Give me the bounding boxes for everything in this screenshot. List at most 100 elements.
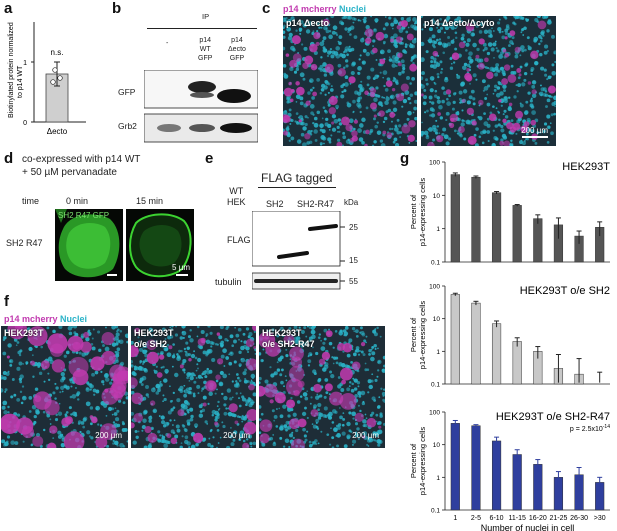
panel-f-scale-label-1: 200 µm <box>95 431 122 440</box>
panel-e-col-sh2-r47: SH2-R47 <box>297 199 335 209</box>
panel-f-title: p14 mcherry Nuclei <box>4 314 88 324</box>
g-xtick: 26-30 <box>570 515 588 522</box>
panel-b-lane2: p14 WT GFP <box>198 37 213 62</box>
g-xtick: 6-10 <box>490 515 504 522</box>
g-ytick: 0.1 <box>431 382 440 389</box>
panel-e-kda: kDa <box>344 198 359 207</box>
panel-a-annotation: n.s. <box>51 48 64 57</box>
panel-a-ytick-0: 0 <box>23 120 27 127</box>
panel-d-t0: 0 min <box>66 196 89 206</box>
panel-a-ylabel-2: to p14 WT <box>17 65 24 98</box>
g-ytick: 0.1 <box>431 260 440 267</box>
panel-label-g: g <box>400 150 410 167</box>
panel-b-ip: IP <box>202 12 210 21</box>
panel-label-c: c <box>262 0 271 17</box>
blot-band <box>220 123 252 133</box>
micrograph <box>283 16 417 146</box>
g-annotation: p = 2.5x10-14 <box>570 424 610 433</box>
panel-label-b: b <box>112 0 122 17</box>
g-xtick: 11-15 <box>508 515 525 522</box>
g-ytick: 10 <box>433 442 441 449</box>
micrograph <box>55 209 120 278</box>
g-ytick: 100 <box>429 160 440 167</box>
panel-c-image-left: p14 Δecto <box>283 16 417 146</box>
panel-e-mw-25: 25 <box>349 223 358 232</box>
panel-e-mw-55: 55 <box>349 277 358 286</box>
panel-d-inner-label: SH2 R47 GFP <box>58 211 110 220</box>
panel-d-image-0min: SH2 R47 GFP <box>55 209 123 281</box>
panel-label-a: a <box>4 0 13 17</box>
panel-c-image-right: p14 Δecto/Δcyto 200 µm <box>421 16 556 146</box>
g-xtick: 21-25 <box>549 515 567 522</box>
g-bar <box>491 323 502 385</box>
panel-e-flag-tagged: FLAG tagged <box>261 171 333 185</box>
panel-d-t15: 15 min <box>136 196 164 206</box>
g-bar <box>512 205 522 263</box>
g-ytick: 1 <box>436 226 440 233</box>
panel-b-lane1: - <box>166 40 169 47</box>
panel-e-bracket <box>258 187 336 188</box>
panel-a-ytick-1: 1 <box>23 60 27 67</box>
panel-b-row-gfp: GFP <box>118 87 136 97</box>
g-xtick: 2-5 <box>471 515 481 522</box>
panel-e-blot <box>252 211 345 290</box>
g-bar <box>471 176 481 263</box>
panel-a-point <box>57 75 63 81</box>
micrograph <box>129 213 192 278</box>
panel-g-charts: 0.1 1 10 100 HEK293T Percent ofp14-expressing… <box>409 160 610 531</box>
panel-e-mw-15: 15 <box>349 256 358 265</box>
panel-b-blot <box>144 70 258 143</box>
micrograph <box>421 16 556 146</box>
micrograph <box>259 326 385 448</box>
g-bar <box>450 423 460 511</box>
panel-b: IP - p14 WT GFP p14 Δecto GFP GFP Grb2 <box>112 0 262 150</box>
panel-c-label-left: p14 Δecto <box>286 18 329 28</box>
g-bar <box>450 174 460 263</box>
g-chart-title: HEK293T o/e SH2 <box>520 285 610 297</box>
g-xtick: 1 <box>453 515 457 522</box>
micrograph <box>1 326 128 448</box>
blot-band <box>277 251 309 259</box>
panel-label-d: d <box>4 150 14 167</box>
panel-a-point <box>52 67 58 73</box>
panel-d-image-15min: 5 µm <box>126 209 194 281</box>
panel-d-title: co-expressed with p14 WT + 50 µM pervanad… <box>22 154 141 178</box>
g-ytick: 100 <box>429 410 440 417</box>
panel-c-title: p14 mcherry Nuclei <box>283 4 367 14</box>
panel-c-scale-label: 200 µm <box>521 126 548 135</box>
g-chart-title: HEK293T <box>562 161 610 173</box>
g-ylabel: Percent ofp14-expressing cells <box>409 427 427 496</box>
micrograph <box>131 326 256 448</box>
g-bar <box>533 218 543 263</box>
panel-c-label-right: p14 Δecto/Δcyto <box>424 18 495 28</box>
panel-d-row: SH2 R47 <box>6 238 43 248</box>
g-xlabel: Number of nuclei in cell <box>481 523 575 531</box>
g-ytick: 10 <box>433 193 441 200</box>
panel-f-scale-label-3: 200 µm <box>352 431 379 440</box>
panel-f-image-1: HEK293T 200 µm <box>1 326 128 448</box>
panel-f-label-1: HEK293T <box>4 328 44 338</box>
blot-band <box>157 124 181 132</box>
panel-d-scale-bar <box>176 274 188 276</box>
g-bar <box>450 294 460 385</box>
g-bar <box>512 454 522 511</box>
panel-a-ylabel-1: Biotinylated protein normalized <box>8 22 15 118</box>
panel-e-row-flag: FLAG <box>227 235 251 245</box>
panel-b-lane3: p14 Δecto GFP <box>228 37 246 62</box>
panel-f-label-3: HEK293T o/e SH2-R47 <box>262 328 315 349</box>
g-ytick: 10 <box>433 316 441 323</box>
g-ylabel: Percent ofp14-expressing cells <box>409 178 427 247</box>
panel-a-chart: Biotinylated protein normalized to p14 W… <box>8 22 86 136</box>
panel-b-ip-line <box>147 28 257 29</box>
g-ytick: 1 <box>436 349 440 356</box>
panel-label-e: e <box>205 150 214 167</box>
panel-f-label-2: HEK293T o/e SH2 <box>134 328 174 349</box>
panel-f-image-2: HEK293T o/e SH2 200 µm <box>131 326 256 448</box>
panel-label-f: f <box>4 293 9 310</box>
panel-d-time: time <box>22 196 40 206</box>
g-ytick: 1 <box>436 475 440 482</box>
g-chart-title: HEK293T o/e SH2-R47 <box>496 411 610 423</box>
panel-d-scale-label: 5 µm <box>172 263 190 272</box>
blot-band <box>308 224 338 231</box>
panel-e-col-wt-hek: WT HEK <box>227 186 246 207</box>
